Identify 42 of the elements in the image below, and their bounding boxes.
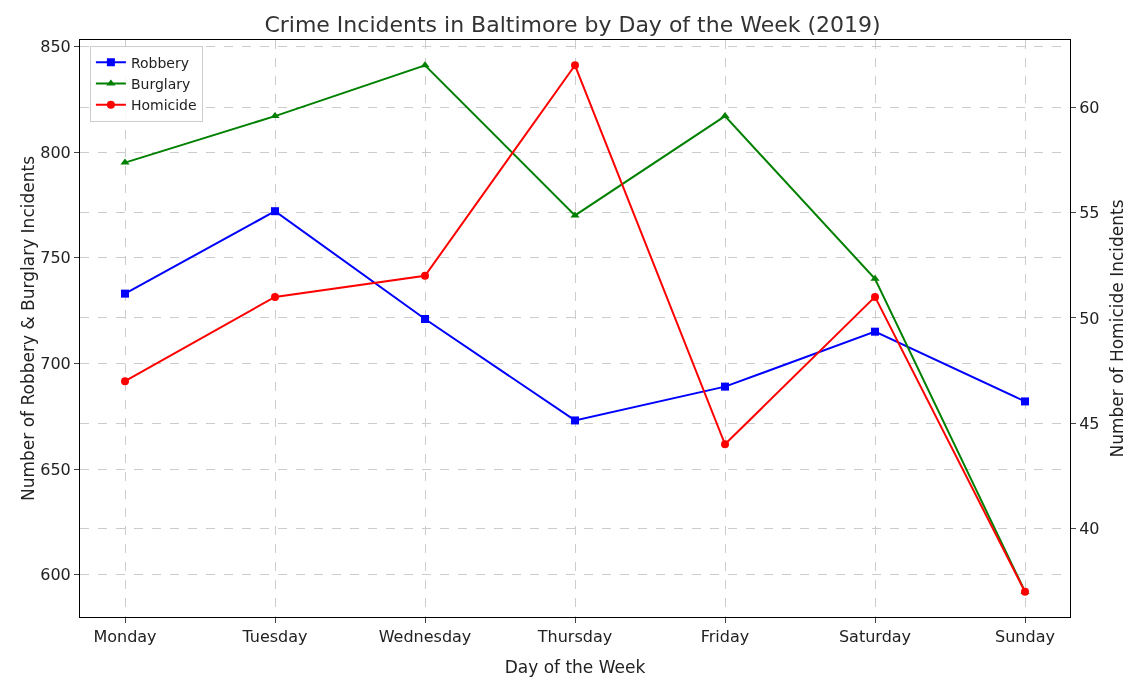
y-tick-label: 800 bbox=[40, 142, 71, 162]
point bbox=[120, 158, 130, 165]
x-tick-label: Thursday bbox=[536, 627, 613, 647]
x-tick-label: Sunday bbox=[995, 627, 1055, 647]
y2-tick-label: 45 bbox=[1079, 413, 1100, 433]
point bbox=[870, 274, 880, 281]
y2-axis-title: Number of Homicide Incidents bbox=[1106, 199, 1127, 458]
point bbox=[571, 416, 579, 425]
legend-label: Burglary bbox=[130, 76, 191, 93]
point bbox=[571, 61, 579, 70]
x-tick-label: Monday bbox=[93, 627, 157, 647]
point bbox=[421, 314, 429, 323]
point bbox=[271, 292, 279, 301]
point bbox=[871, 292, 879, 301]
point bbox=[121, 377, 129, 386]
y2-tick-label: 40 bbox=[1079, 519, 1100, 539]
x-tick-label: Saturday bbox=[838, 627, 912, 647]
y-tick-label: 650 bbox=[40, 459, 71, 479]
point bbox=[1021, 397, 1029, 406]
y2-tick-label: 50 bbox=[1079, 308, 1100, 328]
chart-title: Crime Incidents in Baltimore by Day of the Week (2019) bbox=[264, 12, 881, 38]
point bbox=[270, 112, 280, 119]
point bbox=[421, 271, 429, 280]
y-tick-label: 750 bbox=[40, 248, 71, 268]
y-tick-label: 700 bbox=[40, 353, 71, 373]
y-tick-label: 600 bbox=[40, 565, 71, 585]
y-axis-title: Number of Robbery & Burglary Incidents bbox=[18, 155, 39, 502]
point bbox=[721, 382, 729, 391]
point bbox=[721, 440, 729, 449]
point bbox=[720, 112, 730, 119]
legend-label: Robbery bbox=[130, 54, 189, 71]
x-tick-label: Friday bbox=[700, 627, 750, 647]
y2-tick-label: 55 bbox=[1079, 203, 1100, 223]
point bbox=[121, 289, 129, 298]
x-tick-label: Tuesday bbox=[241, 627, 308, 647]
point bbox=[271, 207, 279, 216]
legend-label: Homicide bbox=[130, 97, 197, 114]
y2-tick-label: 60 bbox=[1079, 97, 1100, 117]
x-axis-title: Day of the Week bbox=[504, 657, 646, 677]
point bbox=[871, 327, 879, 336]
y-tick-label: 850 bbox=[40, 36, 71, 56]
x-tick-label: Wednesday bbox=[378, 627, 472, 647]
